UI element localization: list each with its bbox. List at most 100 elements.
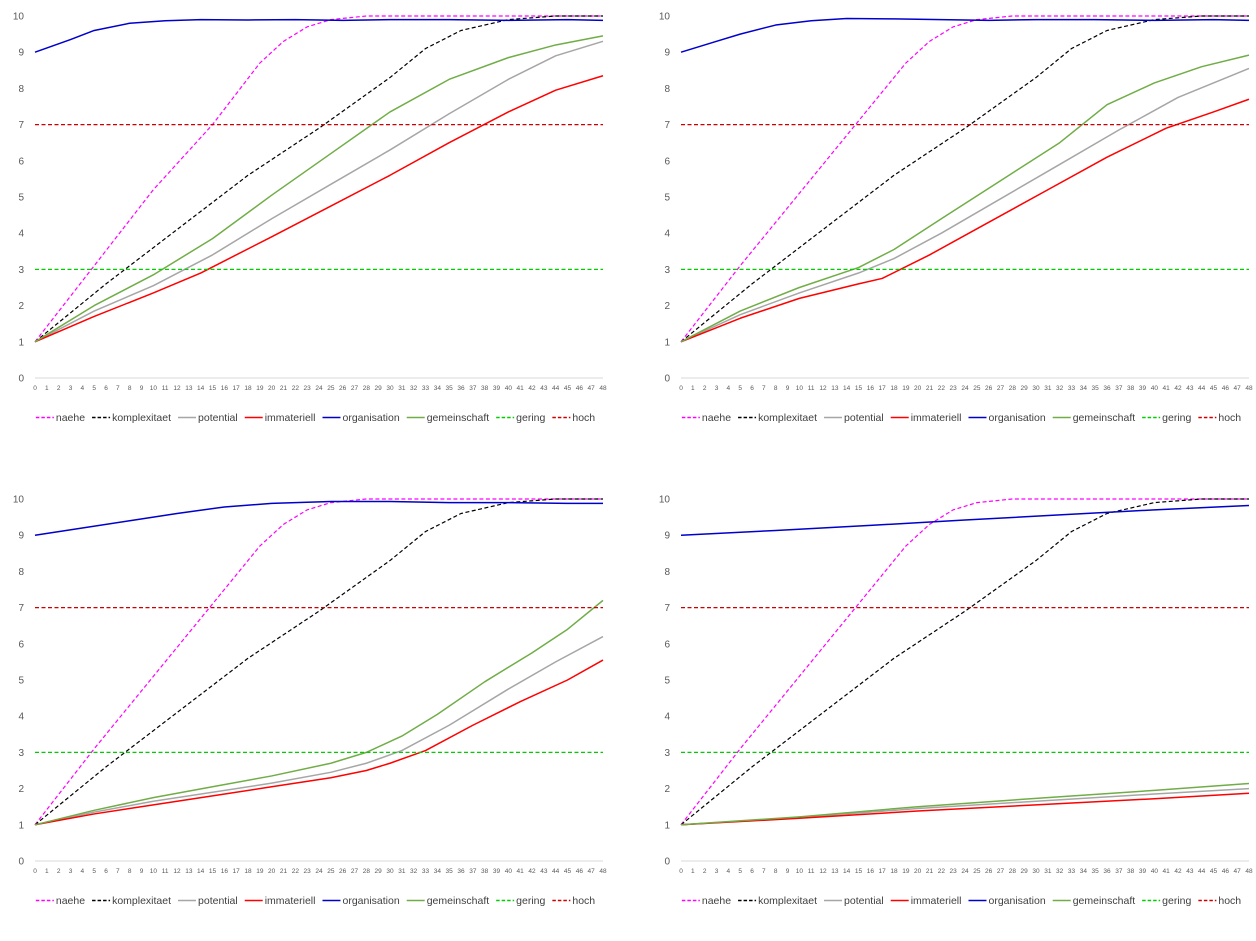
y-tick-label: 5 (18, 676, 24, 687)
x-tick-label: 13 (831, 385, 839, 392)
x-tick-label: 26 (985, 868, 993, 875)
x-tick-label: 46 (576, 385, 584, 392)
x-tick-label: 1 (45, 868, 49, 875)
x-tick-label: 30 (386, 868, 394, 875)
x-tick-label: 38 (1127, 385, 1135, 392)
x-tick-label: 40 (1151, 868, 1159, 875)
legend: naehe komplexitaet potential immateriell org… (681, 895, 1241, 907)
x-tick-label: 40 (1151, 385, 1159, 392)
y-tick-label: 4 (664, 712, 670, 723)
y-tick-label: 0 (664, 857, 670, 868)
x-tick-label: 20 (268, 385, 276, 392)
x-tick-label: 36 (457, 385, 465, 392)
series-line-potential (34, 635, 604, 826)
series-line-organisation (680, 504, 1250, 536)
x-tick-label: 18 (244, 868, 252, 875)
x-tick-label: 3 (715, 868, 719, 875)
x-tick-label: 23 (304, 868, 312, 875)
series-line-organisation (34, 500, 603, 536)
y-tick-label: 0 (18, 374, 24, 385)
x-tick-label: 40 (505, 868, 513, 875)
x-tick-label: 40 (505, 385, 513, 392)
x-tick-label: 3 (715, 385, 719, 392)
x-tick-label: 9 (786, 868, 790, 875)
x-tick-label: 14 (197, 385, 205, 392)
x-tick-label: 9 (140, 868, 144, 875)
legend-label-immateriell: immateriell (911, 412, 962, 424)
x-tick-label: 6 (104, 385, 108, 392)
y-tick-label: 7 (18, 603, 24, 614)
x-tick-label: 17 (233, 385, 241, 392)
y-tick-label: 3 (18, 265, 24, 276)
series-line-naehe (34, 498, 603, 826)
legend-label-hoch: hoch (572, 412, 595, 424)
x-tick-label: 16 (867, 868, 875, 875)
x-tick-label: 47 (1234, 385, 1242, 392)
x-tick-label: 24 (961, 868, 969, 875)
x-tick-label: 2 (57, 385, 61, 392)
x-tick-label: 19 (256, 868, 264, 875)
y-tick-label: 4 (18, 712, 24, 723)
x-tick-label: 28 (1009, 868, 1017, 875)
x-tick-label: 36 (1103, 868, 1111, 875)
x-tick-label: 7 (116, 868, 120, 875)
x-tick-label: 12 (819, 385, 827, 392)
y-tick-label: 2 (18, 301, 24, 312)
x-tick-label: 43 (1186, 868, 1194, 875)
x-tick-label: 18 (890, 385, 898, 392)
y-tick-label: 0 (18, 857, 24, 868)
x-tick-label: 36 (457, 868, 465, 875)
series-line-komplexitaet (680, 15, 1249, 343)
x-tick-label: 20 (914, 385, 922, 392)
series-line-komplexitaet (34, 498, 603, 826)
x-tick-label: 28 (363, 868, 371, 875)
legend-label-organisation: organisation (988, 412, 1045, 424)
y-tick-label: 2 (664, 784, 670, 795)
x-tick-label: 29 (375, 385, 383, 392)
x-tick-label: 25 (327, 385, 335, 392)
x-tick-label: 29 (375, 868, 383, 875)
x-tick-label: 21 (926, 385, 934, 392)
x-tick-label: 28 (363, 385, 371, 392)
x-tick-label: 14 (843, 868, 851, 875)
x-tick-label: 32 (1056, 385, 1064, 392)
x-tick-label: 33 (422, 385, 430, 392)
x-tick-label: 37 (469, 385, 477, 392)
x-tick-label: 42 (1174, 385, 1182, 392)
x-tick-label: 9 (786, 385, 790, 392)
legend-label-komplexitaet: komplexitaet (112, 412, 171, 424)
x-tick-label: 31 (398, 868, 406, 875)
x-tick-label: 11 (162, 385, 169, 392)
series-line-immateriell (680, 98, 1250, 343)
x-tick-label: 14 (197, 868, 205, 875)
x-tick-label: 44 (1198, 868, 1206, 875)
x-tick-label: 2 (703, 385, 707, 392)
y-tick-label: 10 (659, 12, 671, 23)
x-tick-label: 7 (762, 385, 766, 392)
x-tick-label: 24 (315, 385, 323, 392)
legend-label-naehe: naehe (702, 895, 731, 907)
x-tick-label: 2 (703, 868, 707, 875)
legend-label-organisation: organisation (342, 895, 399, 907)
legend-label-naehe: naehe (56, 412, 85, 424)
legend-label-komplexitaet: komplexitaet (758, 412, 817, 424)
y-tick-label: 9 (664, 48, 670, 59)
y-tick-label: 3 (18, 748, 24, 759)
x-tick-label: 7 (762, 868, 766, 875)
x-tick-label: 34 (1080, 868, 1088, 875)
x-tick-label: 45 (1210, 385, 1218, 392)
legend-label-organisation: organisation (988, 895, 1045, 907)
x-tick-label: 42 (528, 385, 536, 392)
x-tick-label: 1 (691, 868, 695, 875)
x-tick-label: 31 (1044, 868, 1052, 875)
x-tick-label: 44 (552, 868, 560, 875)
x-tick-label: 36 (1103, 385, 1111, 392)
x-tick-label: 43 (540, 868, 548, 875)
x-tick-label: 27 (351, 868, 359, 875)
x-tick-label: 8 (128, 385, 132, 392)
legend-label-hoch: hoch (572, 895, 595, 907)
x-tick-label: 5 (92, 868, 96, 875)
legend-label-hoch: hoch (1218, 412, 1241, 424)
